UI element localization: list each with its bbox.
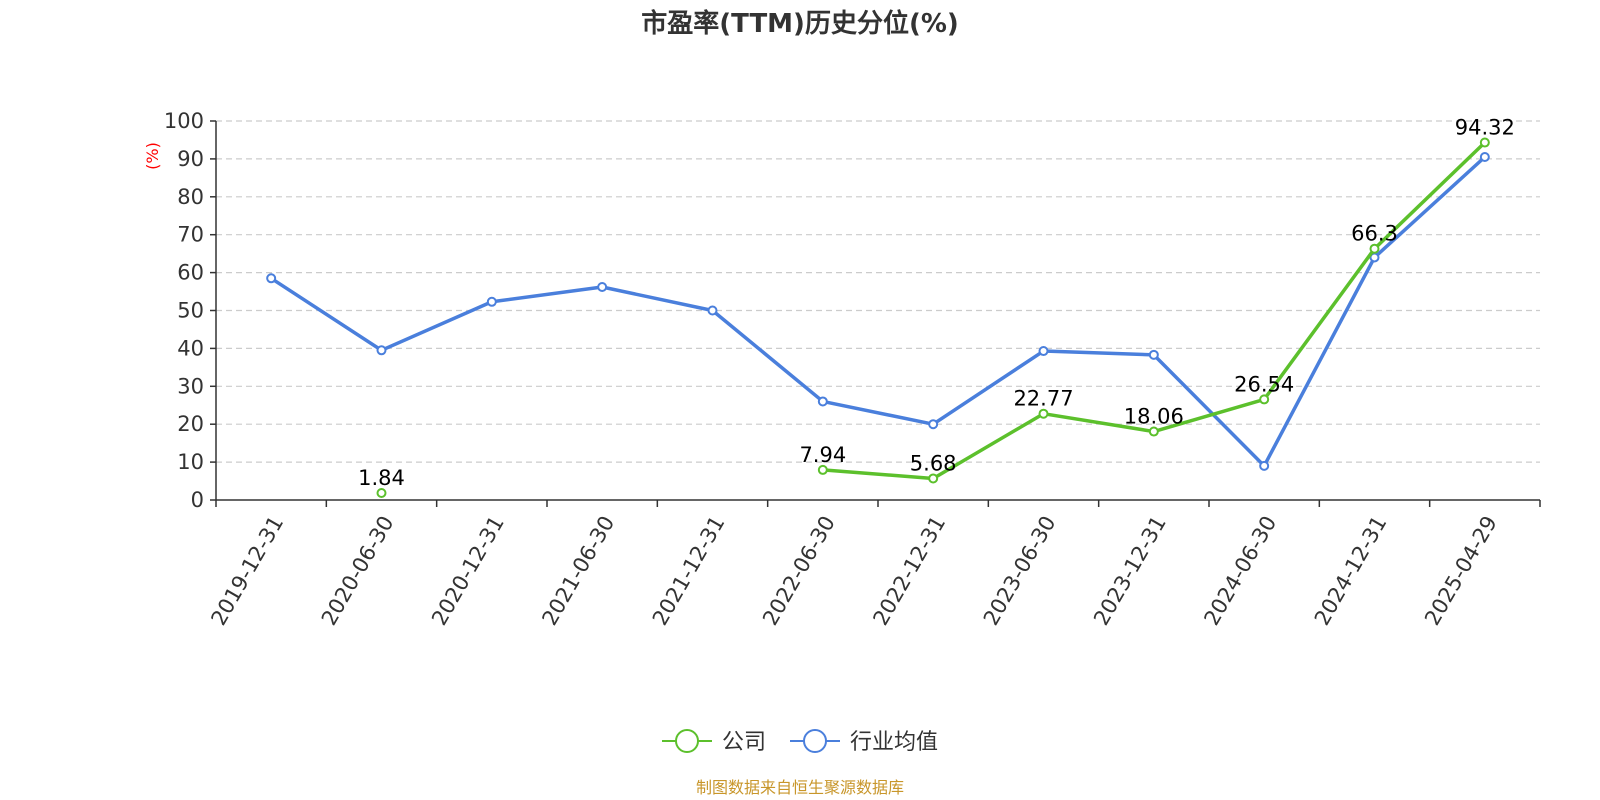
data-point	[1148, 349, 1159, 360]
chart-title: 市盈率(TTM)历史分位(%)	[641, 8, 959, 39]
data-label: 18.06	[1124, 405, 1184, 429]
data-point	[928, 419, 939, 430]
axes: 0 10 20 30 40 50 60 70 80 90 100 2019-12-31 2020-06-…	[164, 109, 1541, 630]
series-industry-average	[266, 152, 1490, 471]
data-point	[376, 488, 387, 499]
y-tick-label: 80	[177, 185, 204, 209]
data-label: 5.68	[910, 451, 957, 475]
data-point	[266, 273, 277, 284]
y-tick-label: 20	[177, 412, 204, 436]
y-tick-label: 40	[177, 336, 204, 360]
legend-label: 公司	[722, 730, 766, 755]
x-tick-label: 2022-06-30	[758, 512, 840, 630]
legend-item-company[interactable]: 公司	[662, 729, 766, 755]
y-tick-label: 10	[177, 450, 204, 474]
y-tick-label: 0	[191, 488, 204, 512]
data-point	[376, 345, 387, 356]
data-point	[707, 305, 718, 316]
data-point	[1148, 426, 1159, 437]
series-line	[270, 155, 1487, 468]
data-label: 66.3	[1351, 222, 1398, 246]
data-label: 26.54	[1234, 372, 1294, 396]
data-point	[817, 396, 828, 407]
legend[interactable]: 公司 行业均值	[662, 729, 938, 755]
y-axis-label: (%)	[143, 142, 162, 170]
data-point	[486, 296, 497, 307]
data-point	[1369, 243, 1380, 254]
legend-item-industry-average[interactable]: 行业均值	[790, 729, 938, 755]
y-tick-label: 90	[177, 147, 204, 171]
x-tick-label: 2024-12-31	[1310, 512, 1392, 630]
source-note: 制图数据来自恒生聚源数据库	[696, 778, 904, 797]
x-tick-label: 2022-12-31	[868, 512, 950, 630]
legend-marker-icon	[675, 729, 699, 753]
data-point	[1259, 394, 1270, 405]
data-point	[1479, 152, 1490, 163]
x-tick-label: 2020-12-31	[427, 512, 509, 630]
series-company	[376, 137, 1490, 499]
data-point	[817, 464, 828, 475]
x-tick-label: 2020-06-30	[317, 512, 399, 630]
x-tick-label: 2019-12-31	[206, 512, 288, 630]
y-tick-label: 100	[164, 109, 204, 133]
x-tick-label: 2024-06-30	[1199, 512, 1281, 630]
data-point	[1038, 346, 1049, 357]
grid	[216, 120, 1540, 463]
legend-marker-icon	[803, 729, 827, 753]
data-label: 1.84	[358, 466, 405, 490]
y-tick-label: 70	[177, 223, 204, 247]
data-label: 7.94	[799, 443, 846, 467]
data-point	[597, 282, 608, 293]
y-tick-label: 50	[177, 299, 204, 323]
y-tick-label: 60	[177, 261, 204, 285]
data-label: 22.77	[1013, 387, 1073, 411]
data-point	[1479, 137, 1490, 148]
data-point	[1038, 408, 1049, 419]
x-tick-label: 2023-06-30	[979, 512, 1061, 630]
x-tick-label: 2021-12-31	[648, 512, 730, 630]
series	[266, 137, 1490, 499]
x-tick-label: 2023-12-31	[1089, 512, 1171, 630]
data-label: 94.32	[1455, 116, 1515, 140]
y-tick-label: 30	[177, 374, 204, 398]
data-labels: 1.84 7.94 5.68 22.77 18.06 26.54 66.3 94.32	[358, 116, 1515, 490]
x-tick-label: 2025-04-29	[1420, 512, 1502, 630]
x-tick-label: 2021-06-30	[537, 512, 619, 630]
data-point	[928, 473, 939, 484]
legend-label: 行业均值	[850, 730, 938, 755]
data-point	[1259, 460, 1270, 471]
